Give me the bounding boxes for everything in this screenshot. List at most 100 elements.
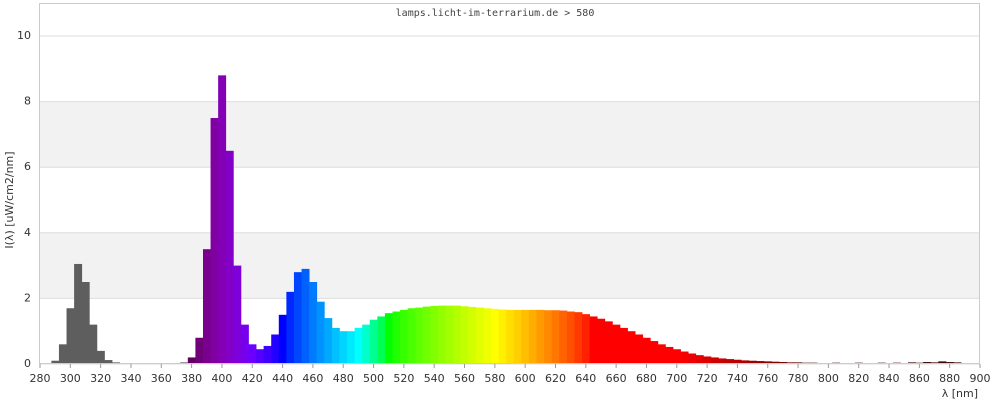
- spectrum-bar: [528, 309, 537, 364]
- y-tick-label: 10: [17, 29, 31, 42]
- spectrum-bar: [771, 361, 780, 364]
- x-tick-label: 880: [939, 372, 960, 385]
- spectrum-bar: [566, 311, 575, 364]
- spectrum-bar: [339, 331, 348, 364]
- y-tick-label: 0: [24, 357, 31, 370]
- spectrum-bar: [293, 272, 302, 364]
- spectrum-bar: [551, 310, 560, 364]
- spectrum-bar: [202, 249, 211, 364]
- spectrum-bar: [688, 353, 697, 364]
- x-tick-label: 420: [242, 372, 263, 385]
- spectrum-bar: [316, 301, 325, 364]
- spectrum-bar: [89, 324, 98, 364]
- spectrum-bar: [309, 282, 318, 364]
- spectrum-bar: [597, 318, 606, 364]
- spectrum-bar: [233, 265, 242, 364]
- plot-frame: [39, 3, 980, 364]
- spectrum-bar: [377, 316, 386, 364]
- x-tick-label: 380: [181, 372, 202, 385]
- x-tick-label: 700: [666, 372, 687, 385]
- x-tick-label: 800: [818, 372, 839, 385]
- spectrum-bar: [392, 311, 401, 364]
- spectrum-bar: [726, 359, 735, 364]
- spectrum-bar: [604, 321, 613, 364]
- spectrum-bar: [468, 306, 477, 364]
- spectrum-bar: [627, 331, 636, 364]
- spectrum-bar: [544, 310, 553, 364]
- x-tick-label: 820: [848, 372, 869, 385]
- x-tick-label: 480: [333, 372, 354, 385]
- spectrum-bar: [369, 319, 378, 364]
- x-tick-label: 500: [363, 372, 384, 385]
- spectrum-bar: [574, 312, 583, 364]
- spectrum-bar: [938, 361, 947, 364]
- spectrum-bar: [710, 357, 719, 364]
- y-tick-label: 6: [24, 160, 31, 173]
- spectrum-bar: [665, 346, 674, 364]
- x-tick-label: 660: [606, 372, 627, 385]
- spectrum-bar: [612, 324, 621, 364]
- x-tick-label: 680: [636, 372, 657, 385]
- x-tick-label: 840: [879, 372, 900, 385]
- spectrum-bar: [642, 337, 651, 364]
- chart-title: lamps.licht-im-terrarium.de > 580: [396, 8, 595, 19]
- spectrum-bar: [195, 337, 204, 364]
- spectrum-bar: [331, 327, 340, 364]
- x-tick-label: 780: [788, 372, 809, 385]
- spectrum-bar: [741, 360, 750, 364]
- x-tick-label: 620: [545, 372, 566, 385]
- spectrum-bar: [384, 313, 393, 364]
- spectrum-bar: [81, 282, 90, 364]
- spectrum-bar: [362, 324, 371, 364]
- spectrum-bar: [96, 350, 105, 364]
- spectrum-bar: [415, 307, 424, 364]
- spectrum-bar: [263, 345, 272, 364]
- spectrum-bar: [240, 324, 249, 364]
- spectrum-bar: [453, 305, 462, 364]
- spectrum-bar: [301, 268, 310, 364]
- grid-band: [40, 232, 980, 299]
- x-tick-label: 640: [575, 372, 596, 385]
- x-tick-label: 460: [302, 372, 323, 385]
- spectrum-bar: [400, 309, 409, 364]
- x-axis-label: λ [nm]: [942, 387, 978, 400]
- y-tick-label: 8: [24, 95, 31, 108]
- grid-band: [40, 101, 980, 168]
- spectrum-bar: [218, 75, 227, 365]
- y-tick-label: 2: [24, 291, 31, 304]
- spectrum-bar: [475, 307, 484, 364]
- x-tick-label: 860: [909, 372, 930, 385]
- spectrum-bar: [347, 331, 355, 364]
- spectrum-bar: [695, 355, 704, 364]
- x-tick-label: 320: [90, 372, 111, 385]
- spectrum-bar: [498, 309, 507, 364]
- spectrum-bar: [619, 327, 628, 364]
- spectrum-bar: [354, 327, 363, 364]
- spectrum-bar: [559, 310, 568, 364]
- spectrum-bar: [51, 360, 60, 364]
- spectrum-bar: [635, 334, 644, 364]
- x-tick-label: 540: [424, 372, 445, 385]
- spectrum-bar: [324, 318, 333, 364]
- spectrum-bar: [74, 263, 83, 364]
- x-tick-label: 720: [697, 372, 718, 385]
- spectrum-bar: [422, 306, 431, 364]
- x-tick-label: 340: [120, 372, 141, 385]
- spectrum-bar: [650, 341, 659, 364]
- spectrum-bar: [536, 309, 545, 364]
- spectrum-bar: [460, 306, 469, 364]
- spectrum-bar: [445, 305, 454, 364]
- spectrum-bar: [66, 308, 75, 364]
- x-tick-label: 740: [727, 372, 748, 385]
- spectrum-bar: [748, 360, 757, 364]
- spectrum-bar: [407, 308, 416, 364]
- x-tick-label: 900: [970, 372, 991, 385]
- spectrum-bar: [506, 309, 515, 364]
- spectrum-bar: [703, 356, 712, 364]
- y-tick-label: 4: [24, 226, 31, 239]
- spectrum-bar: [657, 344, 666, 364]
- x-tick-label: 280: [30, 372, 51, 385]
- x-tick-label: 760: [757, 372, 778, 385]
- x-tick-label: 600: [515, 372, 536, 385]
